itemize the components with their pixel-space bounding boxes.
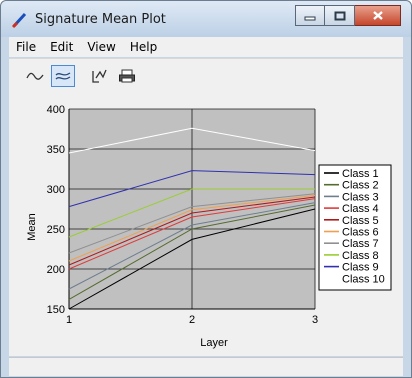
menu-help[interactable]: Help xyxy=(129,40,158,54)
normalize-button[interactable] xyxy=(87,65,111,87)
y-tick-label: 200 xyxy=(47,264,65,276)
x-tick-label: 3 xyxy=(312,314,318,326)
menu-view[interactable]: View xyxy=(87,40,116,54)
window-title: Signature Mean Plot xyxy=(35,12,166,27)
legend-label-class-2: Class 2 xyxy=(342,180,379,192)
toolbar xyxy=(9,58,403,93)
graph-style-icon xyxy=(55,72,71,80)
legend-label-class-7: Class 7 xyxy=(342,238,379,250)
legend-label-class-3: Class 3 xyxy=(342,191,379,203)
title-bar[interactable]: Signature Mean Plot xyxy=(1,1,411,37)
x-axis-label: Layer xyxy=(200,337,228,349)
minimize-button[interactable] xyxy=(295,5,325,26)
menu-file[interactable]: File xyxy=(16,40,37,54)
series-line-class-1 xyxy=(68,208,316,310)
series-line-class-6 xyxy=(68,194,316,262)
x-tick-label: 1 xyxy=(66,314,72,326)
series-line-class-7 xyxy=(68,193,316,254)
series-line-class-10 xyxy=(68,127,316,154)
y-tick-label: 400 xyxy=(47,104,65,116)
y-tick-label: 300 xyxy=(47,184,65,196)
x-tick-label: 2 xyxy=(189,314,195,326)
app-icon xyxy=(11,12,27,29)
legend-label-class-1: Class 1 xyxy=(342,168,379,180)
series-line-class-8 xyxy=(68,188,315,238)
chart-area: 150 200 250 300 350 400 1 2 3 Class 1 Class 2 Clas… xyxy=(9,93,403,356)
y-tick-label: 150 xyxy=(47,304,65,316)
minimize-icon xyxy=(304,16,316,20)
legend-label-class-4: Class 4 xyxy=(342,203,379,215)
y-tick-label: 250 xyxy=(47,224,65,236)
legend-box xyxy=(318,164,392,291)
print-icon xyxy=(119,69,135,83)
legend-label-class-9: Class 9 xyxy=(342,262,379,274)
legend-label-class-10: Class 10 xyxy=(342,273,385,285)
status-bar xyxy=(9,357,403,376)
series-line-class-3 xyxy=(68,202,316,290)
series-line-class-5 xyxy=(68,196,316,266)
line-plot-button[interactable] xyxy=(23,65,47,87)
maximize-button[interactable] xyxy=(325,5,355,26)
legend-label-class-5: Class 5 xyxy=(342,215,379,227)
series-line-class-4 xyxy=(68,198,316,270)
legend-label-class-6: Class 6 xyxy=(342,227,379,239)
normalize-icon xyxy=(92,69,107,83)
y-axis-label: Mean xyxy=(26,213,38,241)
close-button[interactable] xyxy=(355,5,401,26)
series-line-class-2 xyxy=(68,204,316,300)
legend-label-class-8: Class 8 xyxy=(342,250,379,262)
menu-edit[interactable]: Edit xyxy=(50,40,74,54)
print-button[interactable] xyxy=(115,65,139,87)
line-plot-icon xyxy=(26,72,44,80)
graph-style-button[interactable] xyxy=(51,65,75,87)
close-icon xyxy=(372,11,383,20)
series-line-class-9 xyxy=(68,170,316,208)
maximize-icon xyxy=(334,11,345,20)
caption-buttons xyxy=(295,5,401,27)
y-tick-label: 350 xyxy=(47,144,65,156)
menu-bar: File Edit View Help xyxy=(9,37,403,57)
